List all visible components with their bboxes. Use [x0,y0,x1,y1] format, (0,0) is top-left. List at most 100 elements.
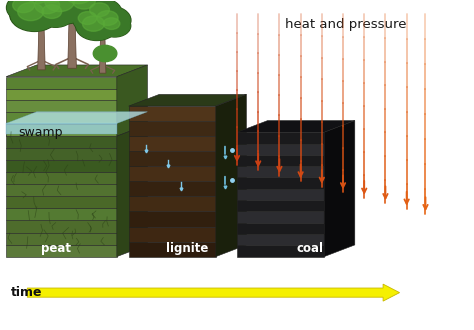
Polygon shape [237,189,324,200]
Circle shape [73,0,95,9]
Circle shape [97,11,118,25]
FancyArrow shape [27,284,400,301]
Polygon shape [6,220,117,233]
Polygon shape [237,132,324,144]
Circle shape [35,0,60,14]
Circle shape [11,0,58,31]
Circle shape [37,2,73,27]
Text: coal: coal [297,242,324,255]
Polygon shape [6,208,117,220]
Circle shape [64,0,93,4]
Polygon shape [128,151,216,166]
Polygon shape [6,65,147,77]
Circle shape [91,7,130,34]
Text: swamp: swamp [18,126,63,139]
Circle shape [26,0,49,3]
Circle shape [48,0,96,2]
Circle shape [32,0,80,13]
Circle shape [68,0,109,18]
Circle shape [73,8,109,33]
Polygon shape [6,245,117,257]
Polygon shape [6,160,117,172]
Polygon shape [237,245,324,257]
Text: peat: peat [41,242,71,255]
Circle shape [78,12,97,24]
Circle shape [7,0,48,22]
Polygon shape [6,136,117,148]
Polygon shape [6,148,117,160]
Circle shape [28,0,73,23]
Circle shape [46,0,98,3]
Polygon shape [6,124,117,136]
Circle shape [13,0,35,13]
Polygon shape [6,172,117,184]
Circle shape [100,15,130,36]
Circle shape [19,0,64,13]
Polygon shape [128,212,216,226]
Circle shape [76,11,118,41]
Polygon shape [324,120,355,257]
Polygon shape [237,166,324,178]
Polygon shape [6,196,117,208]
Polygon shape [128,226,216,242]
Polygon shape [100,37,106,73]
Circle shape [18,3,44,20]
Circle shape [99,15,131,37]
Circle shape [45,0,74,12]
Polygon shape [237,144,324,155]
Circle shape [33,0,79,13]
Polygon shape [6,184,117,196]
Polygon shape [237,223,324,234]
Polygon shape [128,94,246,106]
Polygon shape [37,27,45,70]
Polygon shape [128,106,216,121]
Circle shape [37,1,74,27]
Polygon shape [237,120,355,132]
Polygon shape [6,88,117,100]
Polygon shape [128,136,216,151]
Polygon shape [237,155,324,166]
Circle shape [8,0,47,21]
Polygon shape [68,19,76,68]
Polygon shape [128,242,216,257]
Polygon shape [237,200,324,212]
Polygon shape [6,123,117,134]
Circle shape [82,16,104,31]
Polygon shape [237,178,324,189]
Text: heat and pressure: heat and pressure [284,18,406,31]
Circle shape [91,6,131,34]
Circle shape [37,0,91,23]
Polygon shape [128,166,216,182]
Circle shape [27,0,74,24]
Polygon shape [237,234,324,245]
Circle shape [90,3,109,16]
Circle shape [20,0,63,13]
Polygon shape [128,182,216,196]
Polygon shape [128,196,216,212]
Polygon shape [216,94,246,257]
Circle shape [9,0,59,31]
Polygon shape [6,112,147,123]
Circle shape [57,0,109,15]
Circle shape [103,18,120,29]
Circle shape [84,0,122,25]
Circle shape [39,0,64,2]
Circle shape [55,0,110,16]
Circle shape [77,12,117,40]
Polygon shape [6,124,147,136]
Circle shape [36,0,92,24]
Polygon shape [6,100,117,112]
Polygon shape [117,124,147,257]
Circle shape [85,0,121,24]
Polygon shape [128,121,216,136]
Circle shape [67,0,110,19]
Polygon shape [6,112,117,124]
Polygon shape [237,212,324,223]
Text: lignite: lignite [166,242,209,255]
Text: time: time [11,286,42,299]
Polygon shape [6,77,117,88]
Circle shape [74,9,108,32]
Circle shape [42,5,62,18]
Polygon shape [117,65,147,136]
Polygon shape [6,233,117,245]
